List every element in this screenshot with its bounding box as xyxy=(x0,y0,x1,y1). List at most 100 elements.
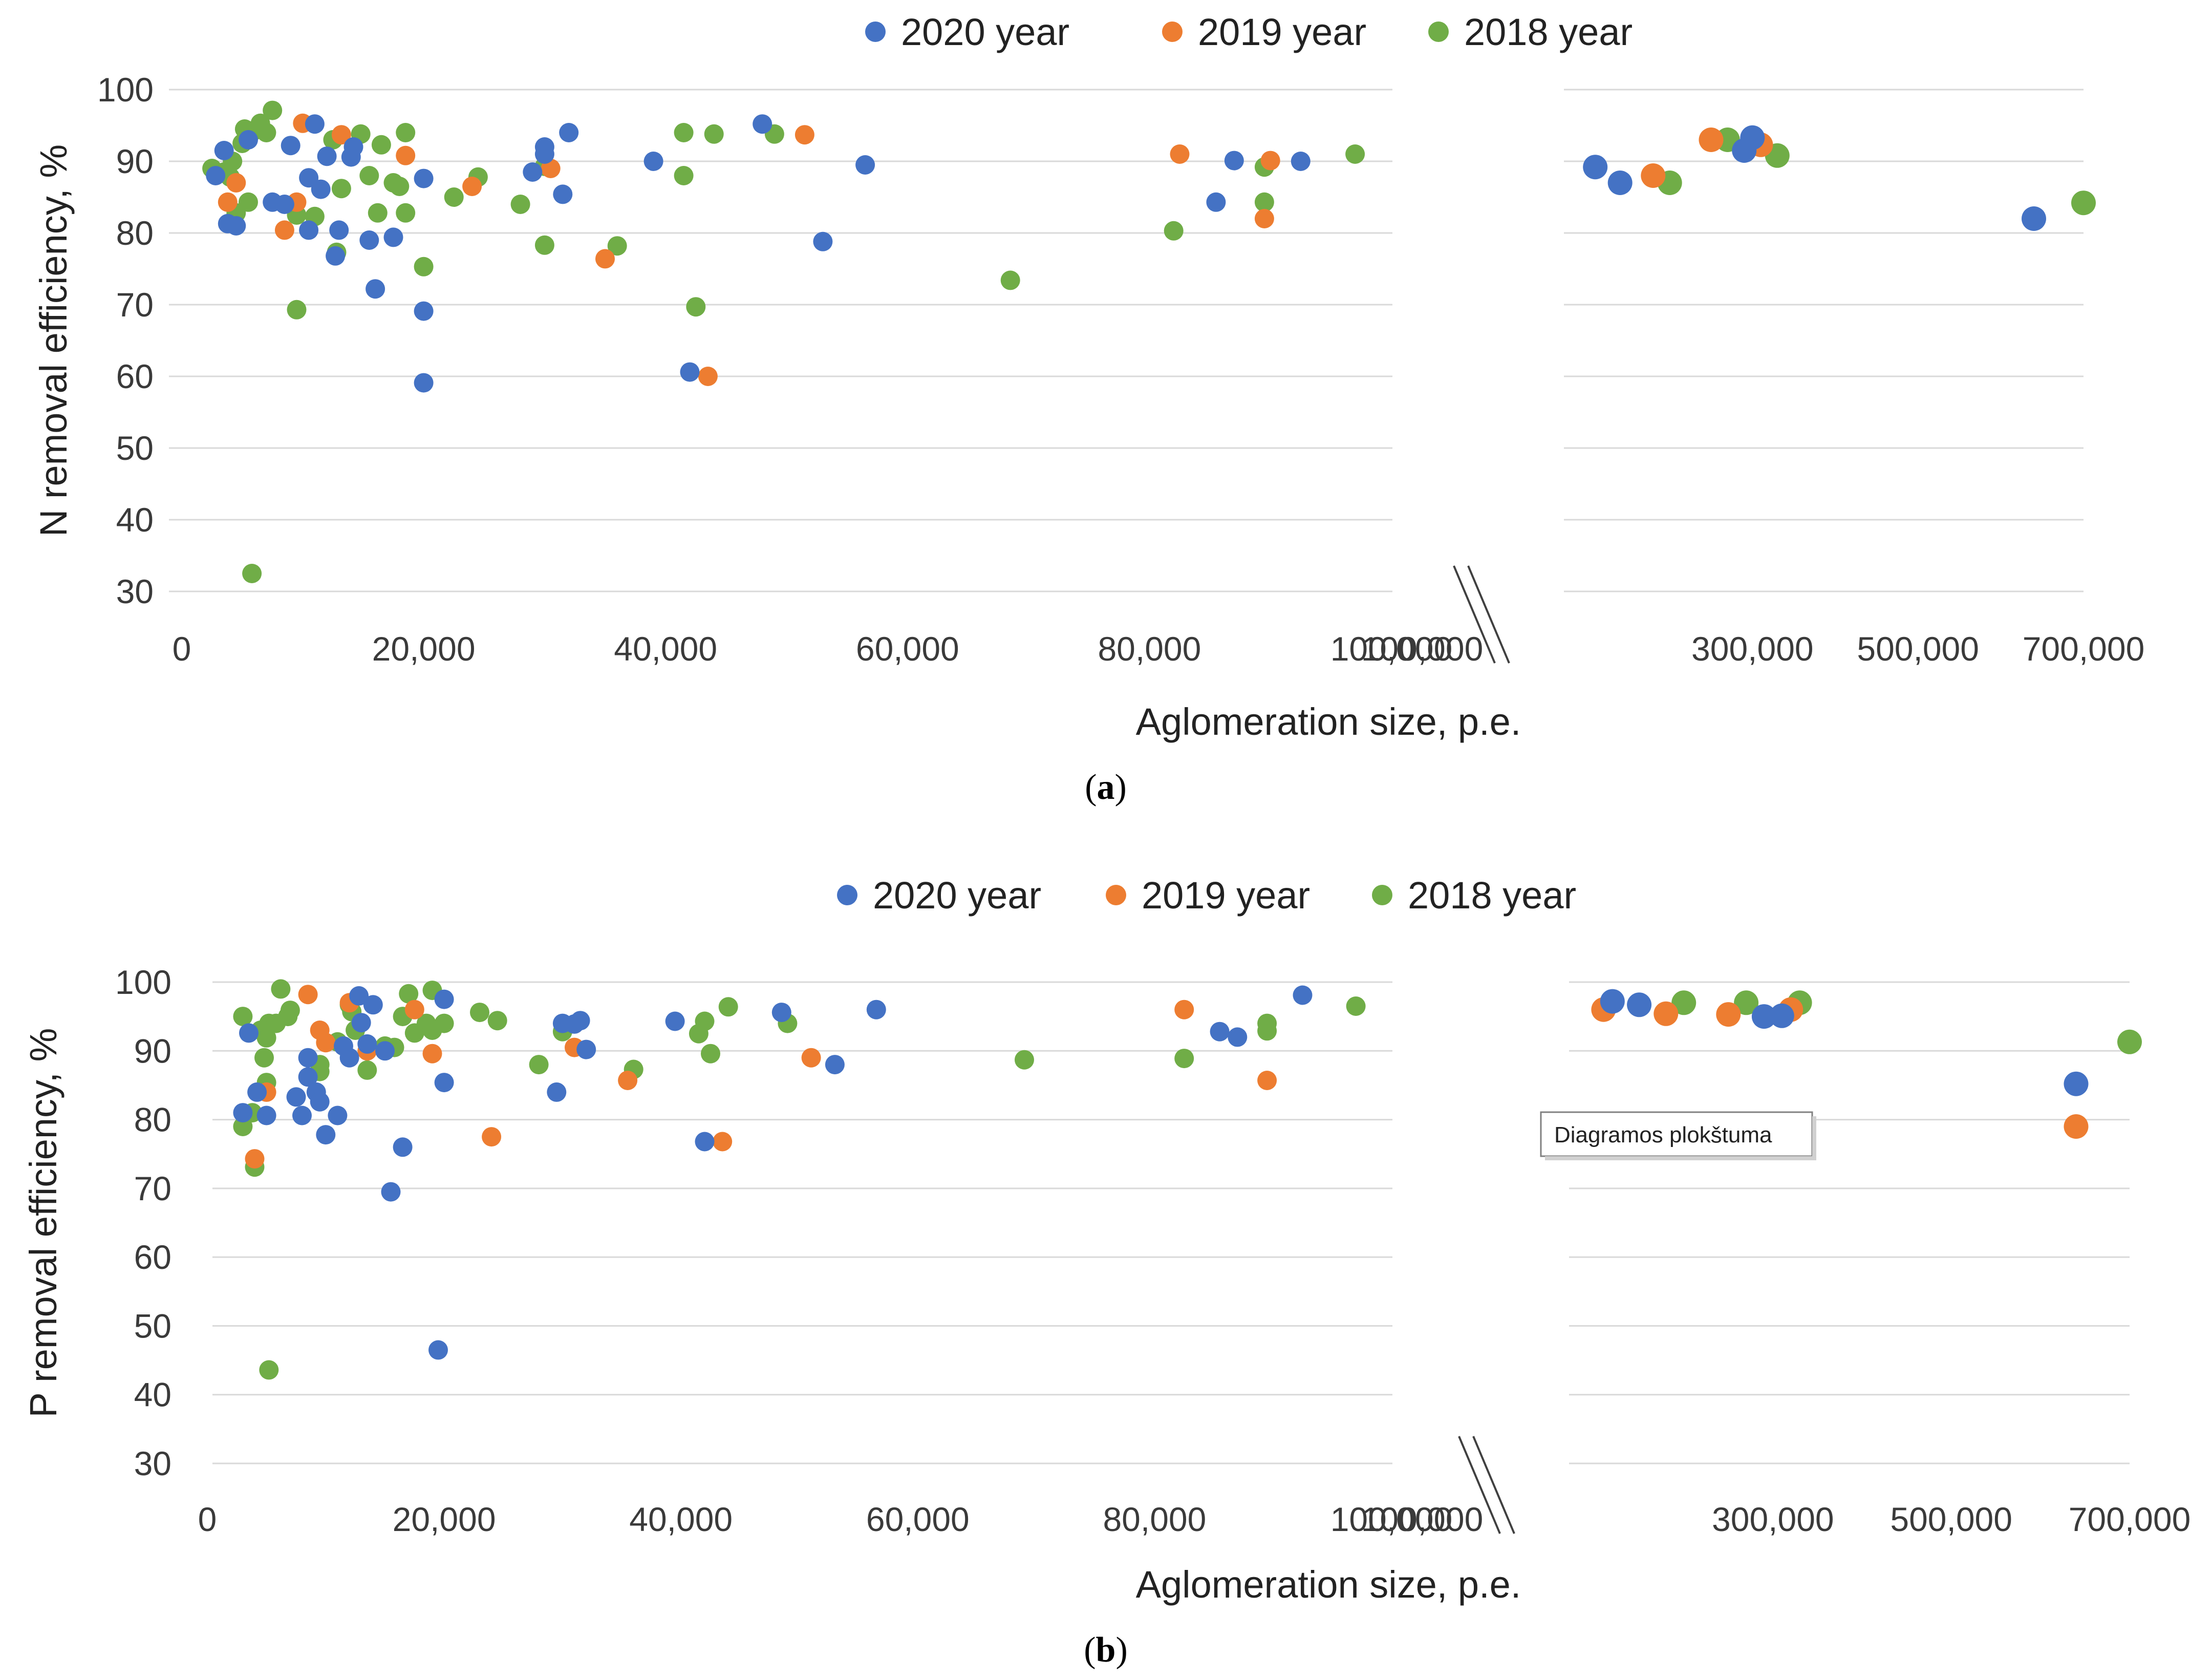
data-point xyxy=(298,1048,318,1068)
data-point xyxy=(274,195,294,214)
data-point xyxy=(239,130,258,150)
data-point xyxy=(674,166,694,185)
x-tick-label: 40,000 xyxy=(629,1500,733,1538)
data-point xyxy=(2064,1114,2089,1139)
data-point xyxy=(299,168,319,188)
y-tick-label: 40 xyxy=(134,1376,171,1414)
series-2020-year xyxy=(233,985,2089,1360)
data-point xyxy=(704,124,724,144)
data-point xyxy=(271,979,291,999)
data-point xyxy=(286,1087,306,1107)
data-point xyxy=(317,146,337,166)
data-point xyxy=(357,1060,377,1080)
y-tick-label: 70 xyxy=(116,286,154,324)
data-point xyxy=(753,114,772,134)
data-point xyxy=(280,1001,300,1021)
data-point xyxy=(718,997,738,1017)
data-point xyxy=(855,155,875,175)
data-point xyxy=(331,125,351,145)
data-point xyxy=(1257,1013,1277,1033)
data-point xyxy=(292,1106,312,1125)
data-point xyxy=(470,1003,489,1023)
data-point xyxy=(245,1149,265,1169)
data-point xyxy=(698,367,718,386)
data-point xyxy=(316,1033,336,1053)
data-point xyxy=(414,373,434,393)
caption-letter: a xyxy=(1097,768,1115,807)
legend-marker xyxy=(865,22,886,42)
data-point xyxy=(1345,144,1365,164)
data-point xyxy=(414,168,434,188)
data-point xyxy=(462,177,482,196)
data-point xyxy=(713,1132,733,1152)
data-point xyxy=(396,145,416,165)
data-point xyxy=(674,123,694,142)
data-point xyxy=(434,1073,454,1093)
data-point xyxy=(1671,990,1696,1015)
data-point xyxy=(359,230,379,250)
legend-label: 2018 year xyxy=(1464,11,1633,53)
data-point xyxy=(305,114,325,134)
data-point xyxy=(1699,127,1724,152)
data-point xyxy=(328,1106,348,1125)
data-point xyxy=(1210,1022,1230,1042)
data-point xyxy=(287,300,307,320)
y-tick-label: 30 xyxy=(116,572,154,610)
data-point xyxy=(233,1103,253,1123)
data-point xyxy=(1015,1050,1034,1070)
data-point xyxy=(366,279,385,299)
data-point xyxy=(428,1340,448,1360)
data-point xyxy=(256,1106,276,1125)
data-point xyxy=(643,152,663,171)
data-point xyxy=(510,195,530,214)
data-point xyxy=(1346,996,1366,1016)
legend-marker xyxy=(1428,22,1449,42)
data-point xyxy=(383,227,403,247)
series-2018-year xyxy=(233,979,2142,1380)
figure-caption: (b) xyxy=(1084,1630,1128,1670)
data-point xyxy=(263,100,283,120)
data-point xyxy=(226,216,246,236)
legend-marker xyxy=(837,885,857,905)
y-tick-label: 90 xyxy=(116,142,154,180)
data-point xyxy=(371,135,391,155)
data-point xyxy=(1607,171,1633,195)
data-point xyxy=(547,1082,567,1102)
x-tick-label: 80,000 xyxy=(1103,1500,1206,1538)
data-point xyxy=(393,1137,413,1157)
data-point xyxy=(534,144,554,164)
data-point xyxy=(399,984,419,1004)
data-point xyxy=(686,297,706,317)
legend-label: 2019 year xyxy=(1142,874,1310,917)
x-tick-label-right: 700,000 xyxy=(2023,630,2145,668)
x-tick-label-right: 300,000 xyxy=(1691,630,1814,668)
data-point xyxy=(523,162,543,182)
data-point xyxy=(559,123,579,142)
x-tick-label: 60,000 xyxy=(866,1500,970,1538)
chart-panel-a: 100 90 80 70 60 50 40 30 0 20,000 40,000 60,000 80,0… xyxy=(32,11,2144,807)
y-tick-label: 50 xyxy=(116,429,154,467)
data-point xyxy=(422,1044,442,1064)
x-tick-label: 0 xyxy=(198,1500,217,1538)
data-point xyxy=(1164,221,1184,241)
data-point xyxy=(242,564,262,583)
data-point xyxy=(1206,192,1226,212)
data-point xyxy=(239,1023,259,1043)
x-tick-label-right: 500,000 xyxy=(1890,1500,2012,1538)
data-point xyxy=(1641,163,1666,188)
x-tick-label: 100,000 xyxy=(1330,1500,1453,1538)
data-point xyxy=(1716,1002,1741,1027)
data-point xyxy=(281,136,300,156)
data-point xyxy=(1653,1001,1679,1026)
y-tick-label: 100 xyxy=(115,963,171,1001)
axis-break-mark xyxy=(1453,565,1496,664)
data-point xyxy=(256,123,276,142)
data-point xyxy=(618,1071,638,1090)
data-point xyxy=(534,235,554,255)
legend-marker xyxy=(1372,885,1392,905)
data-point xyxy=(444,187,464,207)
axis-break-mark xyxy=(1458,1436,1501,1534)
data-point xyxy=(1224,151,1244,171)
data-point xyxy=(2117,1029,2142,1054)
data-point xyxy=(1769,1003,1794,1028)
